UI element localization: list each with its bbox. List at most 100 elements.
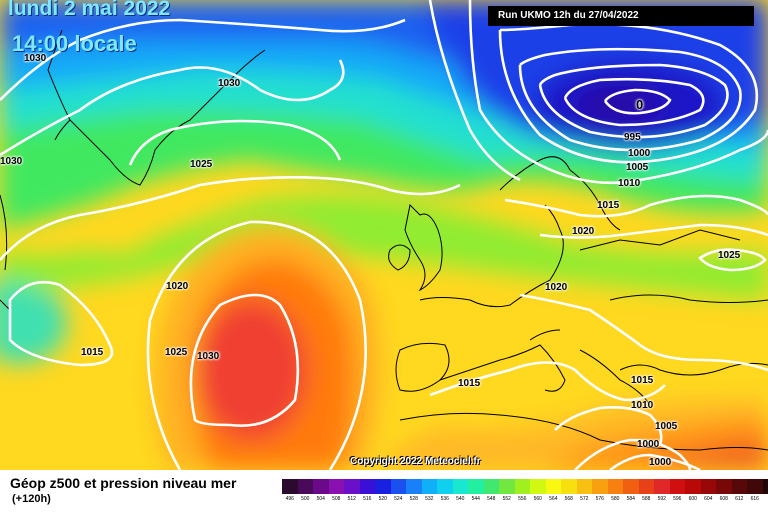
isobar-label: 1010 (631, 400, 654, 411)
legend-swatch (282, 479, 298, 494)
legend-cell: 516 (359, 479, 375, 502)
legend-label: 548 (487, 496, 496, 502)
isobar-label: 1000 (637, 439, 660, 450)
legend-swatch (499, 479, 515, 494)
run-info-label: Run UKMO 12h du 27/04/2022 (488, 6, 754, 26)
legend-label: 604 (704, 496, 713, 502)
legend-swatch (731, 479, 747, 494)
legend-swatch (313, 479, 329, 494)
isobar-label: 1030 (218, 78, 241, 89)
isobar-label: 1030 (24, 53, 47, 64)
legend-label: 528 (409, 496, 418, 502)
legend-swatch (297, 479, 313, 494)
legend-cell: 556 (514, 479, 530, 502)
legend-cell: 560 (530, 479, 546, 502)
legend-label: 600 (688, 496, 697, 502)
legend-label: 540 (456, 496, 465, 502)
isobar-label: 1000 (628, 148, 651, 159)
legend-swatch (530, 479, 546, 494)
isobar-label: 1020 (572, 226, 595, 237)
legend-swatch (638, 479, 654, 494)
legend-swatch (561, 479, 577, 494)
legend-swatch (421, 479, 437, 494)
legend-label: 524 (394, 496, 403, 502)
legend-cell: 616 (747, 479, 763, 502)
isobar-label: 1000 (649, 457, 672, 468)
legend-swatch (344, 479, 360, 494)
legend-swatch (607, 479, 623, 494)
forecast-hour-label: (+120h) (12, 493, 51, 505)
legend-swatch (545, 479, 561, 494)
legend-label: 560 (533, 496, 542, 502)
legend-label: 520 (378, 496, 387, 502)
isobar-label: 1005 (655, 421, 678, 432)
isobar-label: 1025 (190, 159, 213, 170)
isobar-label: 1005 (626, 162, 649, 173)
legend-swatch (359, 479, 375, 494)
legend-label: 564 (549, 496, 558, 502)
footer-bar: Géop z500 et pression niveau mer (+120h)… (0, 470, 768, 512)
legend-cell: 564 (545, 479, 561, 502)
legend-label: 500 (301, 496, 310, 502)
isobar-label: 1015 (597, 200, 620, 211)
legend-cell: 568 (561, 479, 577, 502)
legend-cell: 580 (607, 479, 623, 502)
legend-label: 612 (735, 496, 744, 502)
legend-cell: 528 (406, 479, 422, 502)
isobar-label: 1020 (545, 282, 568, 293)
legend-cell: 584 (623, 479, 639, 502)
legend-label: 580 (611, 496, 620, 502)
legend-label: 512 (347, 496, 356, 502)
color-scale-legend: 496 500 504 508 512 516 520 524 528 532 536 540 544 5… (282, 479, 768, 502)
legend-label: 572 (580, 496, 589, 502)
low-center-label: 0 (636, 97, 644, 112)
isobar-label: 995 (624, 132, 641, 143)
legend-label: 592 (657, 496, 666, 502)
legend-cell: 512 (344, 479, 360, 502)
legend-swatch (685, 479, 701, 494)
legend-label: 608 (719, 496, 728, 502)
legend-cell: 552 (499, 479, 515, 502)
legend-label: 568 (564, 496, 573, 502)
legend-swatch (576, 479, 592, 494)
legend-label: 536 (440, 496, 449, 502)
legend-cell: 532 (421, 479, 437, 502)
legend-swatch (452, 479, 468, 494)
legend-swatch (762, 479, 768, 494)
legend-swatch (328, 479, 344, 494)
legend-swatch (700, 479, 716, 494)
legend-swatch (592, 479, 608, 494)
legend-swatch (437, 479, 453, 494)
isobar-label: 1025 (718, 250, 741, 261)
legend-cell: 576 (592, 479, 608, 502)
legend-swatch (390, 479, 406, 494)
legend-swatch (483, 479, 499, 494)
isobar-label: 1015 (458, 378, 481, 389)
legend-label: 584 (626, 496, 635, 502)
legend-swatch (623, 479, 639, 494)
legend-cell: 520 (375, 479, 391, 502)
isobar-label: 1030 (197, 351, 220, 362)
legend-label: 552 (502, 496, 511, 502)
legend-label: 556 (518, 496, 527, 502)
legend-cell: 596 (669, 479, 685, 502)
legend-swatch (468, 479, 484, 494)
legend-cell: 592 (654, 479, 670, 502)
legend-label: 544 (471, 496, 480, 502)
map-svg (0, 0, 768, 470)
legend-cell (762, 479, 768, 502)
legend-cell: 548 (483, 479, 499, 502)
legend-swatch (654, 479, 670, 494)
legend-cell: 504 (313, 479, 329, 502)
legend-cell: 496 (282, 479, 298, 502)
legend-swatch (747, 479, 763, 494)
legend-label: 496 (285, 496, 294, 502)
legend-cell: 524 (390, 479, 406, 502)
copyright-label: Copyright 2022 Meteociel.fr (350, 456, 481, 467)
legend-swatch (406, 479, 422, 494)
isobar-label: 1025 (165, 347, 188, 358)
legend-label: 616 (750, 496, 759, 502)
legend-cell: 604 (700, 479, 716, 502)
legend-label: 588 (642, 496, 651, 502)
legend-cell: 572 (576, 479, 592, 502)
